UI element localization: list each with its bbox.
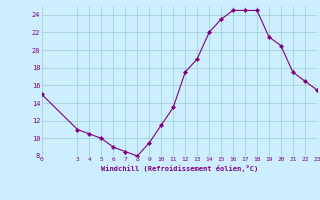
X-axis label: Windchill (Refroidissement éolien,°C): Windchill (Refroidissement éolien,°C) (100, 165, 258, 172)
